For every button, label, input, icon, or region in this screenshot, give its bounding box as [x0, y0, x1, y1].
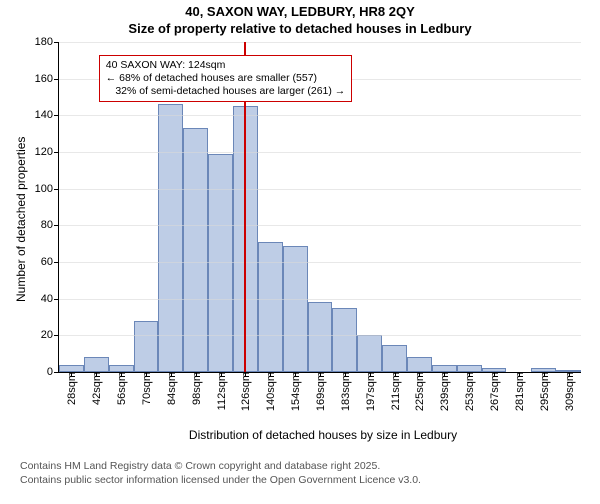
xtick-label: 84sqm — [164, 372, 178, 405]
xtick-label: 267sqm — [487, 372, 501, 411]
xtick-label: 42sqm — [89, 372, 103, 405]
ytick-mark — [54, 152, 59, 153]
histogram-bar — [357, 335, 382, 372]
xtick-label: 295sqm — [537, 372, 551, 411]
xtick-label: 309sqm — [562, 372, 576, 411]
xtick-label: 154sqm — [288, 372, 302, 411]
footer-line2: Contains public sector information licen… — [20, 474, 421, 488]
histogram-bar — [407, 357, 432, 372]
xtick-label: 56sqm — [114, 372, 128, 405]
gridline — [59, 115, 581, 116]
page-title-line2: Size of property relative to detached ho… — [0, 21, 600, 36]
ytick-mark — [54, 299, 59, 300]
xtick-label: 28sqm — [64, 372, 78, 405]
chart-container: 02040608010012014016018028sqm42sqm56sqm7… — [58, 42, 588, 373]
histogram-bar — [109, 365, 134, 372]
ytick-mark — [54, 225, 59, 226]
gridline — [59, 225, 581, 226]
xtick-label: 112sqm — [214, 372, 228, 410]
footer-attribution: Contains HM Land Registry data © Crown c… — [20, 460, 421, 487]
annotation-line: 32% of semi-detached houses are larger (… — [106, 85, 346, 98]
xtick-label: 197sqm — [363, 372, 377, 411]
xtick-label: 98sqm — [189, 372, 203, 405]
ytick-mark — [54, 79, 59, 80]
ytick-mark — [54, 115, 59, 116]
histogram-bar — [134, 321, 159, 372]
gridline — [59, 299, 581, 300]
xtick-label: 70sqm — [139, 372, 153, 405]
histogram-bar — [332, 308, 357, 372]
xtick-label: 126sqm — [238, 372, 252, 411]
ytick-mark — [54, 189, 59, 190]
gridline — [59, 42, 581, 43]
xtick-label: 140sqm — [263, 372, 277, 411]
annotation-box: 40 SAXON WAY: 124sqm← 68% of detached ho… — [99, 55, 353, 102]
histogram-bar — [308, 302, 333, 372]
ytick-mark — [54, 262, 59, 263]
gridline — [59, 152, 581, 153]
annotation-line: 40 SAXON WAY: 124sqm — [106, 59, 346, 72]
histogram-bar — [158, 104, 183, 372]
histogram-bar — [382, 345, 407, 373]
ytick-mark — [54, 42, 59, 43]
histogram-bar — [283, 246, 308, 373]
xtick-label: 253sqm — [462, 372, 476, 411]
xtick-label: 211sqm — [388, 372, 402, 410]
histogram-bar — [432, 365, 457, 372]
plot-area: 02040608010012014016018028sqm42sqm56sqm7… — [58, 42, 581, 373]
gridline — [59, 262, 581, 263]
page-title-line1: 40, SAXON WAY, LEDBURY, HR8 2QY — [0, 4, 600, 19]
gridline — [59, 189, 581, 190]
xtick-label: 239sqm — [437, 372, 451, 411]
footer-line1: Contains HM Land Registry data © Crown c… — [20, 460, 421, 474]
xtick-label: 183sqm — [338, 372, 352, 411]
xtick-label: 169sqm — [313, 372, 327, 411]
annotation-line: ← 68% of detached houses are smaller (55… — [106, 72, 346, 85]
xtick-label: 225sqm — [412, 372, 426, 411]
histogram-bar — [457, 365, 482, 372]
ytick-mark — [54, 372, 59, 373]
gridline — [59, 335, 581, 336]
y-axis-label: Number of detached properties — [14, 137, 28, 302]
x-axis-label: Distribution of detached houses by size … — [58, 428, 588, 442]
histogram-bar — [59, 365, 84, 372]
xtick-label: 281sqm — [512, 372, 526, 411]
histogram-bar — [84, 357, 109, 372]
ytick-mark — [54, 335, 59, 336]
